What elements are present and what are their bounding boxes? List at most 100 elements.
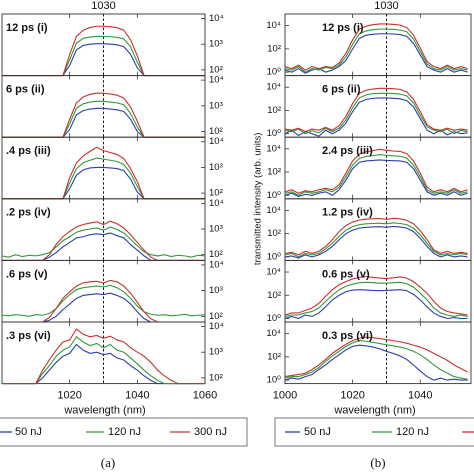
y-axis-label: transmitted intensity (arb. units) [253, 133, 264, 266]
spectrum-line [285, 276, 468, 316]
x-axis-label: wavelength (nm) [63, 405, 145, 417]
y-tick-label: 10² [209, 311, 223, 322]
panel-label: .3 ps (vi) [6, 330, 51, 342]
spectrum-line [2, 284, 205, 317]
spectrum-line [285, 344, 468, 381]
panel-label: 6 ps (ii) [322, 84, 361, 96]
plot-area [285, 336, 468, 381]
spectrum-line [285, 28, 468, 73]
y-tick-label: 10⁴ [266, 82, 281, 93]
spectrum-line [285, 159, 468, 198]
y-tick-label: 10² [267, 290, 281, 301]
y-tick-label: 10⁴ [266, 267, 281, 278]
spectrum-line [285, 92, 468, 135]
panel-label: 1.2 ps (iv) [322, 207, 373, 219]
x-axis-label: wavelength (nm) [333, 405, 415, 417]
y-tick-label: 10² [267, 105, 281, 116]
spectrum-line [285, 340, 468, 380]
spectrum-line [285, 281, 468, 318]
y-tick-label: 10³ [209, 347, 223, 358]
y-tick-label: 10³ [209, 100, 223, 111]
legend-label: 50 nJ [304, 426, 331, 438]
spectrum-line [285, 225, 468, 259]
panel-label: 12 ps (i) [322, 22, 364, 34]
panel-label: 0.6 ps (v) [322, 268, 370, 280]
y-tick-label: 10² [209, 126, 223, 137]
spectrum-line [2, 226, 205, 258]
legend-label: 300 nJ [194, 426, 227, 438]
y-tick-label: 10² [209, 64, 223, 75]
y-tick-label: 10⁴ [209, 75, 224, 86]
plot-frame [284, 259, 472, 323]
spectrum-line [285, 154, 468, 196]
y-tick-label: 10² [209, 372, 223, 383]
panel-label: 12 ps (i) [6, 22, 48, 34]
spectrum-line [285, 222, 468, 258]
x-tick-label: 1020 [340, 390, 364, 402]
plot-area [2, 328, 205, 385]
spectrum-line [285, 217, 468, 256]
y-tick-label: 10² [267, 167, 281, 178]
plot-area [285, 87, 468, 137]
y-tick-label: 10² [267, 351, 281, 362]
legend-box [0, 417, 248, 447]
y-tick-label: 10³ [209, 224, 223, 235]
spectrum-line [285, 289, 468, 320]
y-tick-label: 10⁴ [209, 198, 224, 209]
x-tick-label: 1040 [125, 390, 149, 402]
x-tick-label: 1060 [193, 390, 217, 402]
y-tick-label: 10⁰ [267, 251, 282, 262]
panel-tag: (b) [370, 455, 385, 470]
plot-frame [284, 136, 472, 200]
panel-label: 0.3 ps (vi) [322, 330, 373, 342]
panel-label: 2.4 ps (iii) [322, 145, 373, 157]
x-tick-label: 1040 [408, 390, 432, 402]
y-tick-label: 10² [267, 228, 281, 239]
plot-frame [284, 321, 472, 385]
y-tick-label: 10⁴ [266, 143, 281, 154]
y-tick-label: 10⁰ [267, 375, 282, 386]
plot-area [285, 148, 468, 198]
y-tick-label: 10⁴ [209, 13, 224, 24]
y-tick-label: 10² [209, 188, 223, 199]
legend-label: 120 nJ [108, 426, 141, 438]
panel-tag: (a) [101, 455, 115, 470]
plot-frame [284, 198, 472, 261]
plot-area [285, 217, 468, 259]
plot-area [285, 276, 468, 320]
y-tick-label: 10⁰ [267, 67, 282, 78]
y-tick-label: 10⁴ [266, 205, 281, 216]
y-tick-label: 10⁴ [209, 136, 224, 147]
panel-label: 6 ps (ii) [6, 84, 45, 96]
x-tick-label: 1020 [57, 390, 81, 402]
spectrum-line [285, 336, 468, 378]
spectrum-line [2, 328, 205, 385]
y-tick-label: 10⁰ [267, 313, 282, 324]
y-tick-label: 10³ [209, 162, 223, 173]
x2-tick-label: 1030 [374, 0, 398, 12]
spectrum-line [285, 33, 468, 74]
y-tick-label: 10² [267, 43, 281, 54]
legend-label: 50 nJ [15, 426, 42, 438]
plot-frame [284, 75, 472, 138]
y-tick-label: 10⁰ [267, 190, 282, 201]
spectrum-line [285, 148, 468, 194]
x2-tick-label: 1030 [91, 0, 115, 12]
y-tick-label: 10³ [209, 39, 223, 50]
panel-label: .4 ps (iii) [6, 145, 51, 157]
y-tick-label: 10⁴ [266, 328, 281, 339]
legend-box [274, 417, 474, 447]
x-tick-label: 1000 [273, 390, 297, 402]
y-tick-label: 10³ [209, 285, 223, 296]
spectrum-line [285, 87, 468, 133]
plot-area [285, 23, 468, 74]
spectrum-line [285, 23, 468, 71]
legend-label: 120 nJ [396, 426, 429, 438]
y-tick-label: 10⁴ [209, 321, 224, 332]
y-tick-label: 10⁴ [266, 20, 281, 31]
y-tick-label: 10² [209, 249, 223, 260]
y-tick-label: 10⁴ [209, 259, 224, 270]
panel-label: .6 ps (v) [6, 268, 48, 280]
y-tick-label: 10⁰ [267, 128, 282, 139]
